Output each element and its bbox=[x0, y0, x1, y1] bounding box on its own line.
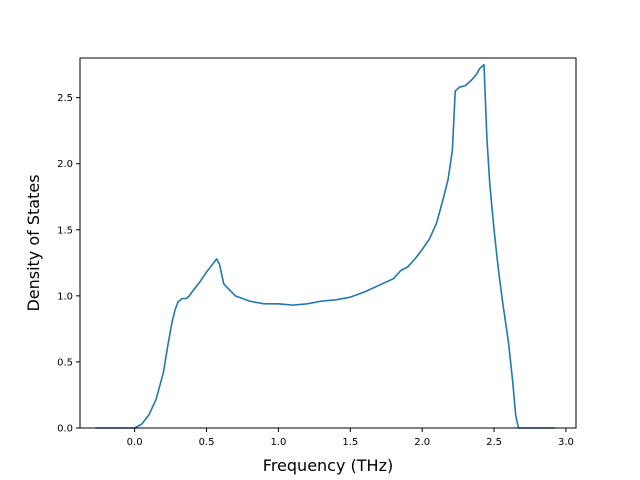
x-tick-label: 0.0 bbox=[127, 437, 143, 448]
y-tick-label: 2.5 bbox=[57, 93, 73, 104]
x-tick-label: 1.0 bbox=[270, 437, 286, 448]
y-axis-label: Density of States bbox=[24, 174, 43, 311]
y-tick-label: 1.5 bbox=[57, 225, 73, 236]
x-tick-label: 3.0 bbox=[558, 437, 574, 448]
y-tick-label: 2.0 bbox=[57, 159, 73, 170]
y-tick-label: 0.5 bbox=[57, 357, 73, 368]
x-tick-label: 1.5 bbox=[342, 437, 358, 448]
axes-frame bbox=[79, 57, 577, 429]
y-tick-label: 0.0 bbox=[57, 424, 73, 435]
x-axis-ticks: 0.0 0.5 1.0 1.5 2.0 2.5 3.0 bbox=[127, 428, 574, 448]
x-tick-label: 2.5 bbox=[486, 437, 502, 448]
y-axis-ticks: 0.0 0.5 1.0 1.5 2.0 2.5 bbox=[57, 93, 80, 435]
dos-series-line-0 bbox=[95, 63, 556, 429]
x-axis-label: Frequency (THz) bbox=[263, 456, 393, 475]
x-tick-label: 2.0 bbox=[414, 437, 430, 448]
x-tick-label: 0.5 bbox=[199, 437, 215, 448]
plot-frame bbox=[79, 57, 577, 429]
y-tick-label: 1.0 bbox=[57, 291, 73, 302]
series-line-layer bbox=[95, 63, 556, 429]
